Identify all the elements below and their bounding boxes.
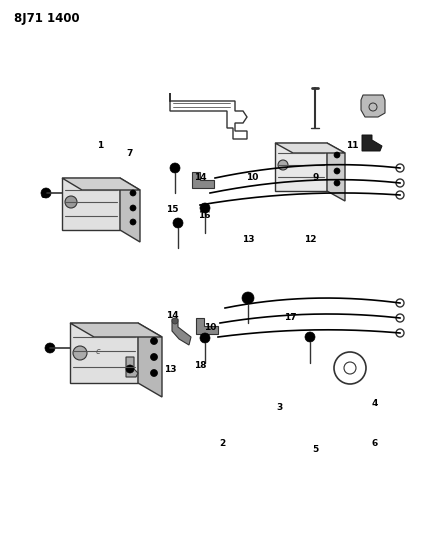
Text: 10: 10: [246, 174, 258, 182]
Text: 9: 9: [313, 174, 319, 182]
Text: 11: 11: [346, 141, 358, 149]
Text: 14: 14: [166, 311, 178, 319]
Circle shape: [200, 203, 210, 213]
Text: 13: 13: [242, 236, 254, 245]
Polygon shape: [172, 319, 191, 345]
Polygon shape: [362, 135, 382, 151]
Text: 1: 1: [97, 141, 103, 149]
Circle shape: [151, 353, 158, 360]
Circle shape: [130, 190, 136, 196]
Text: 14: 14: [194, 174, 206, 182]
Circle shape: [278, 160, 288, 170]
Text: c: c: [96, 346, 100, 356]
Polygon shape: [62, 178, 140, 190]
Polygon shape: [196, 318, 218, 334]
Text: 15: 15: [166, 206, 178, 214]
Circle shape: [172, 318, 178, 324]
Polygon shape: [70, 323, 162, 337]
Text: 10: 10: [204, 324, 216, 333]
Polygon shape: [70, 323, 138, 383]
Circle shape: [151, 337, 158, 344]
Circle shape: [305, 332, 315, 342]
Text: 8J71 1400: 8J71 1400: [14, 12, 80, 25]
Polygon shape: [126, 357, 138, 377]
Circle shape: [130, 205, 136, 211]
Circle shape: [170, 163, 180, 173]
Circle shape: [126, 365, 134, 373]
Text: 4: 4: [372, 400, 378, 408]
Text: 13: 13: [164, 366, 176, 375]
Circle shape: [334, 168, 340, 174]
Text: 6: 6: [372, 440, 378, 448]
Circle shape: [130, 219, 136, 225]
Polygon shape: [62, 178, 120, 230]
Text: 3: 3: [277, 403, 283, 413]
Text: 5: 5: [312, 446, 318, 455]
Polygon shape: [120, 178, 140, 242]
Circle shape: [151, 369, 158, 376]
Circle shape: [173, 218, 183, 228]
Text: 7: 7: [127, 149, 133, 157]
Polygon shape: [275, 143, 345, 153]
Text: 12: 12: [304, 236, 316, 245]
Polygon shape: [361, 95, 385, 117]
Polygon shape: [275, 143, 327, 191]
Polygon shape: [138, 323, 162, 397]
Circle shape: [242, 292, 254, 304]
Polygon shape: [192, 172, 214, 188]
Text: 17: 17: [284, 312, 296, 321]
Text: 8: 8: [41, 190, 47, 199]
Circle shape: [334, 180, 340, 186]
Text: 16: 16: [198, 211, 210, 220]
Polygon shape: [327, 143, 345, 201]
Circle shape: [65, 196, 77, 208]
Circle shape: [200, 333, 210, 343]
Text: 18: 18: [194, 360, 206, 369]
Circle shape: [334, 152, 340, 158]
Text: 2: 2: [219, 439, 225, 448]
Circle shape: [73, 346, 87, 360]
Circle shape: [41, 188, 51, 198]
Circle shape: [45, 343, 55, 353]
